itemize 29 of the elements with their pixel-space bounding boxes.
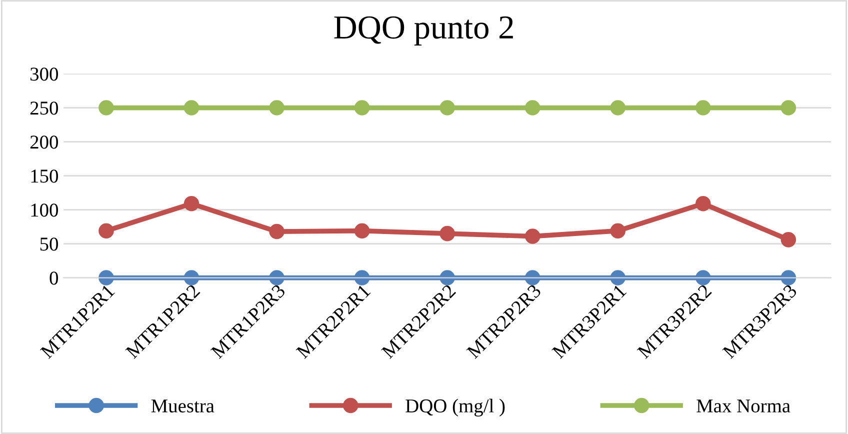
- point: [610, 223, 626, 238]
- y-tick-label: 250: [30, 102, 58, 115]
- point: [354, 223, 370, 238]
- point: [780, 100, 796, 116]
- point: [269, 100, 284, 116]
- legend-label: DQO (mg/l ): [406, 398, 505, 416]
- point: [610, 100, 626, 116]
- y-tick-label: 150: [31, 170, 58, 183]
- y-tick-label: 200: [30, 136, 58, 149]
- point: [269, 224, 284, 240]
- point: [184, 100, 200, 116]
- point: [98, 100, 114, 116]
- y-tick-label: 0: [50, 272, 58, 285]
- point: [98, 223, 114, 238]
- y-tick-label: 300: [30, 68, 58, 81]
- y-tick-label: 50: [40, 238, 58, 251]
- point: [780, 232, 796, 248]
- point: [440, 100, 455, 116]
- point: [354, 100, 370, 116]
- point: [695, 100, 711, 116]
- legend-label: Muestra: [151, 400, 214, 412]
- legend-label: Max Norma: [696, 400, 790, 412]
- y-tick-label: 100: [31, 204, 58, 217]
- point: [440, 226, 455, 242]
- point: [524, 228, 540, 244]
- chart-title: DQO punto 2: [334, 16, 513, 46]
- point: [695, 196, 711, 212]
- point: [524, 100, 540, 116]
- point: [184, 196, 200, 212]
